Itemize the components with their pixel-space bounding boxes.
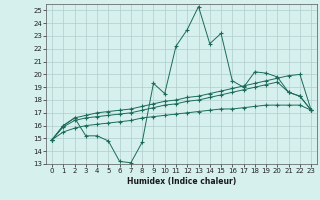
X-axis label: Humidex (Indice chaleur): Humidex (Indice chaleur) (127, 177, 236, 186)
